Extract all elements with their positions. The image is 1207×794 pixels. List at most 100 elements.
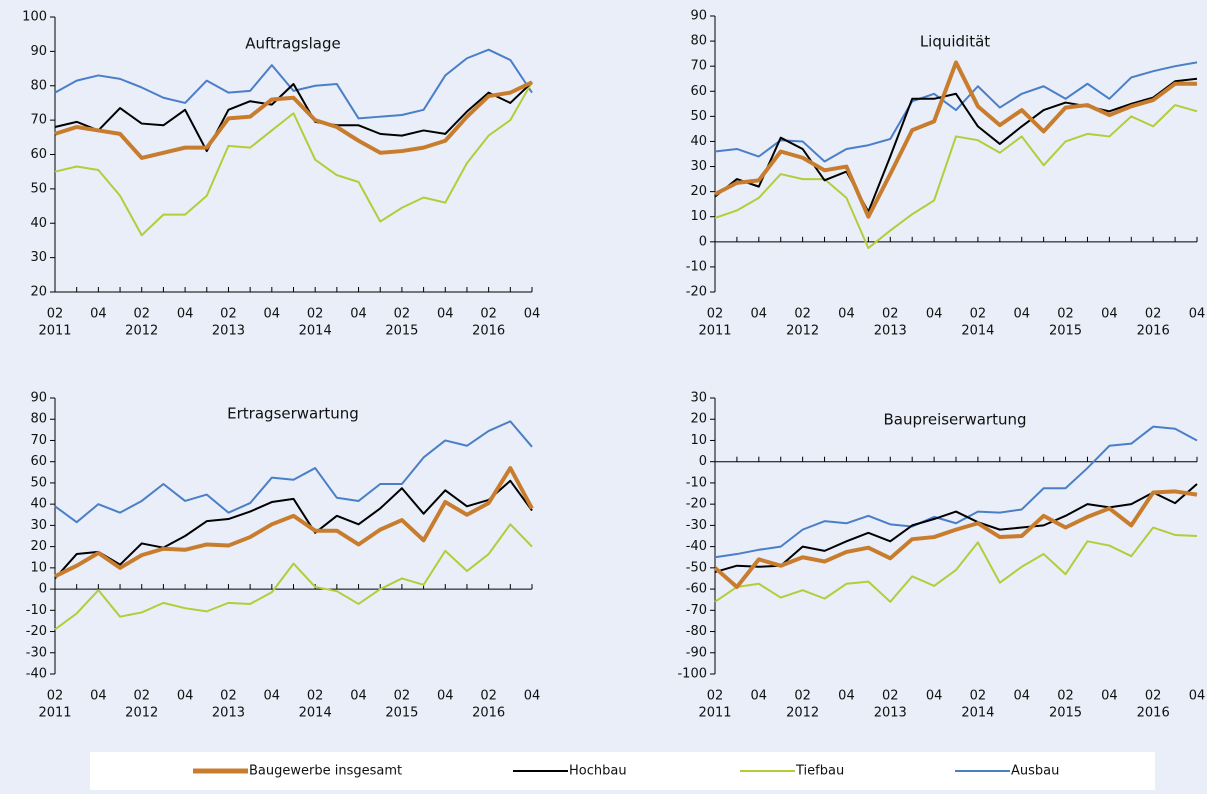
x-tick-label: 04 [264,689,281,704]
x-tick-label: 02 [480,307,497,322]
y-tick-label: -30 [686,518,707,533]
y-tick-label: 40 [30,497,47,512]
y-tick-label: 70 [30,433,47,448]
series-line: Ausbau [54,48,533,120]
y-tick-label: -10 [26,603,47,618]
x-group-label: 2016 [1137,706,1170,721]
x-tick-label: 02 [220,689,237,704]
series-line: Baugewerbe insgesamt [54,80,533,160]
series-line: Ausbau [714,425,1198,559]
x-tick-label: 02 [707,689,724,704]
series-line: Ausbau [714,61,1198,163]
x-group-label: 2016 [472,324,505,339]
y-tick-label: 30 [690,391,707,406]
x-group-label: 2015 [1049,324,1082,339]
y-tick-label: 40 [30,216,47,231]
x-tick-label: 02 [1057,307,1074,322]
y-tick-label: 30 [690,159,707,174]
x-group-label: 2011 [698,706,731,721]
x-tick-label: 04 [90,307,107,322]
series-line: Tiefbau [714,104,1198,250]
y-tick-label: -50 [686,560,707,575]
x-group-label: 2013 [874,706,907,721]
y-tick-label: 0 [699,234,707,249]
x-tick-label: 02 [1145,307,1162,322]
x-tick-label: 02 [220,307,237,322]
x-tick-label: 02 [133,307,150,322]
x-group-label: 2014 [961,324,994,339]
y-tick-label: -100 [677,667,707,682]
x-tick-label: 02 [133,689,150,704]
x-tick-label: 02 [394,307,411,322]
x-tick-label: 04 [751,307,768,322]
x-tick-label: 02 [882,307,899,322]
x-tick-label: 02 [1145,689,1162,704]
y-tick-label: 20 [690,184,707,199]
legend-label: Baugewerbe insgesamt [249,764,402,779]
x-tick-label: 04 [1013,689,1030,704]
x-group-label: 2013 [212,324,245,339]
y-tick-label: 60 [690,84,707,99]
y-tick-label: 60 [30,454,47,469]
y-tick-label: -20 [686,497,707,512]
x-group-label: 2015 [385,706,418,721]
x-tick-label: 04 [1101,689,1118,704]
y-tick-label: -20 [686,285,707,300]
x-group-label: 2016 [472,706,505,721]
x-group-label: 2016 [1137,324,1170,339]
y-tick-label: 30 [30,518,47,533]
y-tick-label: 0 [699,454,707,469]
y-tick-label: -40 [686,539,707,554]
x-group-label: 2011 [698,324,731,339]
chart-title: Liquidität [920,33,990,51]
chart-title: Auftragslage [245,35,340,53]
x-group-label: 2012 [125,324,158,339]
y-tick-label: 80 [690,34,707,49]
y-tick-label: 80 [30,78,47,93]
y-tick-label: -10 [686,259,707,274]
x-tick-label: 04 [1189,307,1206,322]
y-tick-label: -40 [26,667,47,682]
y-tick-label: 40 [690,134,707,149]
x-group-label: 2015 [1049,706,1082,721]
x-tick-label: 04 [926,689,943,704]
y-tick-label: -60 [686,582,707,597]
y-tick-label: 50 [30,181,47,196]
x-tick-label: 02 [970,689,987,704]
y-tick-label: -80 [686,624,707,639]
x-group-label: 2014 [961,706,994,721]
x-group-label: 2015 [385,324,418,339]
x-group-label: 2011 [38,324,71,339]
chart-title: Baupreiserwartung [884,411,1027,429]
x-tick-label: 04 [524,689,541,704]
y-tick-label: 90 [690,9,707,24]
series-line: Tiefbau [714,526,1198,603]
x-tick-label: 04 [437,307,454,322]
x-group-label: 2013 [874,324,907,339]
y-tick-label: 70 [30,113,47,128]
y-tick-label: 10 [690,433,707,448]
x-tick-label: 02 [47,307,64,322]
x-group-label: 2013 [212,706,245,721]
series-line: Tiefbau [54,523,533,631]
y-tick-label: 70 [690,59,707,74]
series-line: Baugewerbe insgesamt [54,466,534,579]
x-tick-label: 02 [707,307,724,322]
x-tick-label: 02 [307,307,324,322]
y-tick-label: 20 [690,412,707,427]
series-line: Hochbau [54,81,533,153]
legend-label: Tiefbau [795,764,844,779]
series-line: Hochbau [714,77,1198,213]
y-tick-label: -20 [26,624,47,639]
x-tick-label: 04 [926,307,943,322]
series-line: Hochbau [54,479,533,580]
y-tick-label: 80 [30,412,47,427]
x-tick-label: 02 [970,307,987,322]
x-tick-label: 04 [90,689,107,704]
x-group-label: 2012 [786,324,819,339]
x-tick-label: 02 [394,689,411,704]
series-line: Ausbau [54,420,533,524]
x-tick-label: 04 [838,307,855,322]
y-tick-label: 60 [30,147,47,162]
